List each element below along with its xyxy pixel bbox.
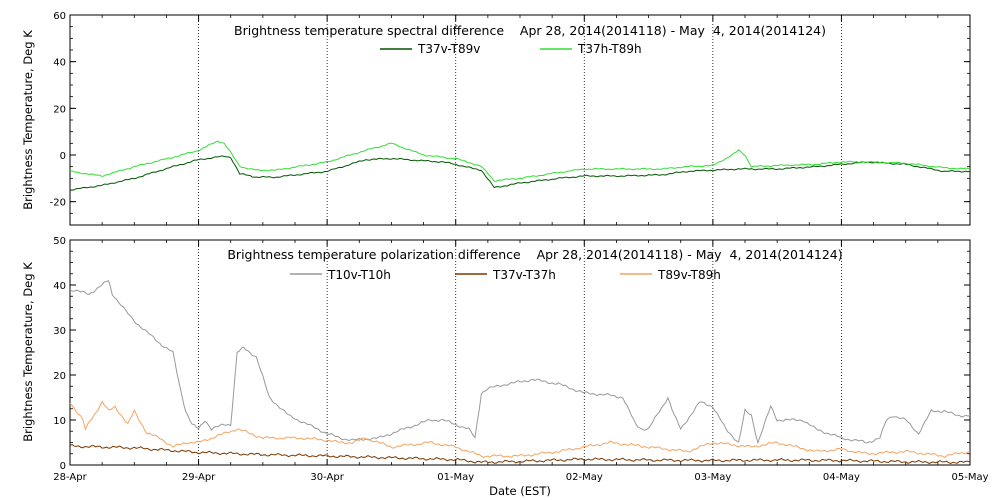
bottom-x-ticks: 28-Apr 29-Apr 30-Apr 01-May 02-May 03-May 04-M… [53, 240, 989, 483]
top-y-ticks: -20 0 20 40 60 [50, 11, 970, 226]
legend-label-t37v-t37h: T37v-T37h [492, 268, 556, 282]
legend-label-t10v-t10h: T10v-T10h [327, 268, 391, 282]
top-x-ticks [69, 15, 971, 225]
x-tick-label: 29-Apr [182, 472, 216, 483]
bottom-series-line-1 [69, 444, 971, 465]
x-axis-label: Date (EST) [489, 484, 551, 498]
x-tick-label: 02-May [566, 472, 603, 483]
x-tick-label: 03-May [694, 472, 731, 483]
polarization-difference-panel: 0 10 20 30 40 50 28-Apr 29-Apr 30-Apr 01-May 02-M… [21, 236, 989, 498]
bottom-y-tick-label: 30 [53, 326, 66, 337]
top-plot-frame [69, 14, 971, 226]
bottom-y-tick-label: 40 [53, 281, 66, 292]
top-grid [198, 15, 842, 225]
bottom-y-tick-label: 20 [53, 371, 66, 382]
bottom-series-line-2 [69, 400, 971, 459]
x-tick-label: 28-Apr [53, 472, 87, 483]
bottom-chart-title: Brightness temperature polarization diff… [227, 247, 842, 262]
top-y-tick-label: 40 [53, 58, 66, 69]
top-y-tick-label: 20 [53, 104, 66, 115]
top-series-group [69, 140, 971, 191]
x-tick-label: 01-May [437, 472, 474, 483]
bottom-series-line-0 [69, 280, 971, 445]
top-y-axis-label: Brightness Temperature, Deg K [21, 30, 35, 210]
spectral-difference-panel: -20 0 20 40 60 Brightness temperature spectr… [21, 11, 971, 226]
bottom-y-tick-label: 50 [53, 236, 66, 247]
legend-label-t37h-t89h: T37h-T89h [577, 42, 642, 56]
top-legend: T37v-T89v T37h-T89h [380, 42, 642, 56]
x-tick-label: 05-May [951, 472, 988, 483]
bottom-y-tick-label: 10 [53, 416, 66, 427]
legend-label-t37v-t89v: T37v-T89v [417, 42, 480, 56]
top-series-line-1 [69, 140, 971, 182]
bottom-y-axis-label: Brightness Temperature, Deg K [21, 262, 35, 442]
bottom-series-group [69, 280, 971, 465]
bottom-y-tick-label: 0 [60, 461, 66, 472]
x-tick-label: 04-May [823, 472, 860, 483]
top-y-tick-label: 0 [60, 151, 66, 162]
legend-label-t89v-t89h: T89v-T89h [657, 268, 721, 282]
bottom-y-ticks: 0 10 20 30 40 50 [53, 236, 970, 472]
top-chart-title: Brightness temperature spectral differen… [234, 23, 826, 38]
bottom-legend: T10v-T10h T37v-T37h T89v-T89h [290, 268, 721, 282]
top-y-tick-label: -20 [50, 198, 66, 209]
top-series-line-0 [69, 155, 971, 191]
x-tick-label: 30-Apr [310, 472, 344, 483]
top-y-tick-label: 60 [53, 11, 66, 22]
